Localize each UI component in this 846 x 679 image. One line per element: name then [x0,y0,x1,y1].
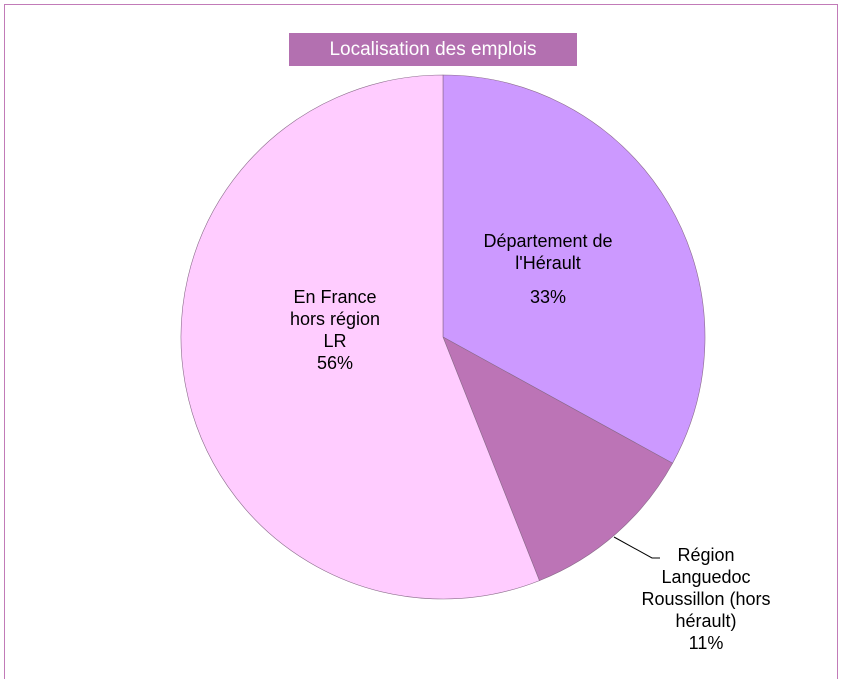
pie-slice [442,336,673,581]
slice-value-label: 33% [529,287,567,307]
slice-value-label: 56% [316,353,354,373]
chart-title: Localisation des emplois [289,33,577,66]
slice-label: En France hors région LR [289,287,381,351]
slice-label: Département de l'Hérault [483,231,613,273]
pie-slice [442,74,706,464]
slice-value-label: 11% [688,633,724,653]
pie-slice [180,74,540,600]
slice-label: Région Languedoc Roussillon (hors héraul… [641,545,771,631]
leader-line [613,536,660,559]
chart-frame [4,4,838,679]
